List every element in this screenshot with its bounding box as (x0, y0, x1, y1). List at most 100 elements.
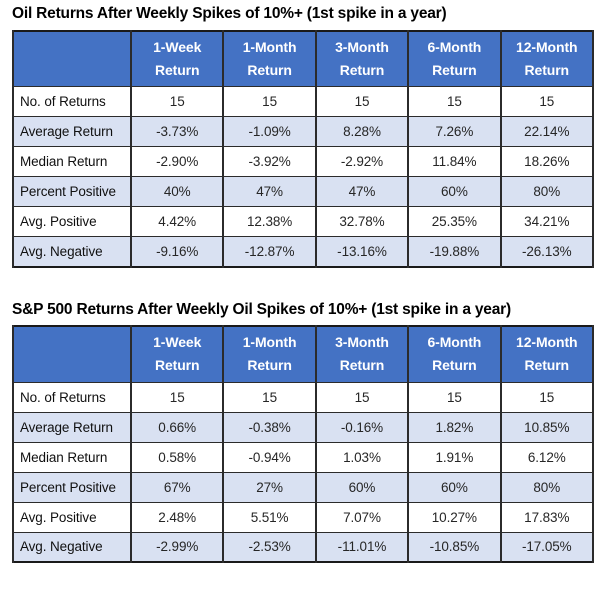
value-cell: 34.21% (499, 206, 594, 238)
value-cell: 15 (314, 381, 410, 413)
corner-header-cell (12, 325, 132, 383)
table-row: Avg. Positive 4.42% 12.38% 32.78% 25.35%… (12, 206, 594, 238)
value-cell: 10.27% (407, 501, 502, 533)
value-cell: -11.01% (314, 531, 410, 563)
value-cell: 15 (407, 381, 502, 413)
corner-header-cell (12, 30, 132, 88)
col-header-6-month: 6-Month Return (407, 30, 502, 88)
sp500-returns-table: 1-Week Return 1-Month Return 3-Month Ret… (12, 325, 594, 564)
value-cell: 8.28% (314, 116, 410, 148)
value-cell: -13.16% (314, 236, 410, 268)
value-cell: 6.12% (499, 441, 594, 473)
oil-returns-table: 1-Week Return 1-Month Return 3-Month Ret… (12, 29, 594, 268)
value-cell: 0.58% (129, 441, 225, 473)
value-cell: 80% (499, 471, 594, 503)
value-cell: 60% (407, 471, 502, 503)
oil-table-title: Oil Returns After Weekly Spikes of 10%+ … (12, 5, 447, 22)
value-cell: 12.38% (222, 206, 317, 238)
table-row: Average Return -3.73% -1.09% 8.28% 7.26%… (12, 116, 594, 148)
row-label: No. of Returns (12, 86, 132, 118)
value-cell: 15 (499, 381, 594, 413)
row-label: Percent Positive (12, 176, 132, 208)
value-cell: 15 (129, 86, 225, 118)
value-cell: 60% (407, 176, 502, 208)
row-label: Average Return (12, 411, 132, 443)
value-cell: -19.88% (407, 236, 502, 268)
value-cell: 4.42% (129, 206, 225, 238)
row-label: Median Return (12, 146, 132, 178)
value-cell: -0.16% (314, 411, 410, 443)
value-cell: -3.92% (222, 146, 317, 178)
value-cell: 80% (499, 176, 594, 208)
table-row: Median Return 0.58% -0.94% 1.03% 1.91% 6… (12, 441, 594, 473)
value-cell: -3.73% (129, 116, 225, 148)
value-cell: 15 (407, 86, 502, 118)
value-cell: 60% (314, 471, 410, 503)
row-label: Avg. Negative (12, 531, 132, 563)
value-cell: 40% (129, 176, 225, 208)
col-header-6-month: 6-Month Return (407, 325, 502, 383)
row-label: Avg. Positive (12, 206, 132, 238)
value-cell: 15 (222, 86, 317, 118)
table-row: Average Return 0.66% -0.38% -0.16% 1.82%… (12, 411, 594, 443)
row-label: Avg. Negative (12, 236, 132, 268)
value-cell: 15 (314, 86, 410, 118)
col-header-12-month: 12-Month Return (499, 325, 594, 383)
value-cell: 7.07% (314, 501, 410, 533)
row-label: Avg. Positive (12, 501, 132, 533)
row-label: Median Return (12, 441, 132, 473)
value-cell: 10.85% (499, 411, 594, 443)
table-row: Avg. Negative -9.16% -12.87% -13.16% -19… (12, 236, 594, 268)
value-cell: -2.90% (129, 146, 225, 178)
table-row: No. of Returns 15 15 15 15 15 (12, 86, 594, 118)
row-label: No. of Returns (12, 381, 132, 413)
value-cell: -10.85% (407, 531, 502, 563)
value-cell: 7.26% (407, 116, 502, 148)
value-cell: -12.87% (222, 236, 317, 268)
table-row: No. of Returns 15 15 15 15 15 (12, 381, 594, 413)
value-cell: 0.66% (129, 411, 225, 443)
value-cell: -26.13% (499, 236, 594, 268)
value-cell: 1.03% (314, 441, 410, 473)
value-cell: 47% (314, 176, 410, 208)
row-label: Average Return (12, 116, 132, 148)
value-cell: 5.51% (222, 501, 317, 533)
value-cell: 27% (222, 471, 317, 503)
value-cell: 15 (222, 381, 317, 413)
value-cell: 22.14% (499, 116, 594, 148)
table-row: Percent Positive 67% 27% 60% 60% 80% (12, 471, 594, 503)
col-header-1-week: 1-Week Return (129, 325, 225, 383)
sp500-table-title: S&P 500 Returns After Weekly Oil Spikes … (12, 300, 511, 318)
value-cell: 2.48% (129, 501, 225, 533)
value-cell: 67% (129, 471, 225, 503)
header-row: 1-Week Return 1-Month Return 3-Month Ret… (12, 325, 594, 383)
value-cell: -9.16% (129, 236, 225, 268)
value-cell: 11.84% (407, 146, 502, 178)
value-cell: -2.99% (129, 531, 225, 563)
col-header-3-month: 3-Month Return (314, 325, 410, 383)
value-cell: -2.92% (314, 146, 410, 178)
table-row: Avg. Positive 2.48% 5.51% 7.07% 10.27% 1… (12, 501, 594, 533)
col-header-3-month: 3-Month Return (314, 30, 410, 88)
page-content: Oil Returns After Weekly Spikes of 10%+ … (12, 5, 594, 564)
value-cell: 25.35% (407, 206, 502, 238)
value-cell: 1.82% (407, 411, 502, 443)
value-cell: 18.26% (499, 146, 594, 178)
value-cell: -1.09% (222, 116, 317, 148)
value-cell: 17.83% (499, 501, 594, 533)
col-header-1-month: 1-Month Return (222, 325, 317, 383)
col-header-1-month: 1-Month Return (222, 30, 317, 88)
table-row: Percent Positive 40% 47% 47% 60% 80% (12, 176, 594, 208)
table-row: Median Return -2.90% -3.92% -2.92% 11.84… (12, 146, 594, 178)
value-cell: -2.53% (222, 531, 317, 563)
value-cell: 15 (129, 381, 225, 413)
value-cell: 32.78% (314, 206, 410, 238)
col-header-12-month: 12-Month Return (499, 30, 594, 88)
table-row: Avg. Negative -2.99% -2.53% -11.01% -10.… (12, 531, 594, 563)
value-cell: 1.91% (407, 441, 502, 473)
value-cell: 15 (499, 86, 594, 118)
value-cell: -17.05% (499, 531, 594, 563)
row-label: Percent Positive (12, 471, 132, 503)
value-cell: -0.94% (222, 441, 317, 473)
header-row: 1-Week Return 1-Month Return 3-Month Ret… (12, 30, 594, 88)
